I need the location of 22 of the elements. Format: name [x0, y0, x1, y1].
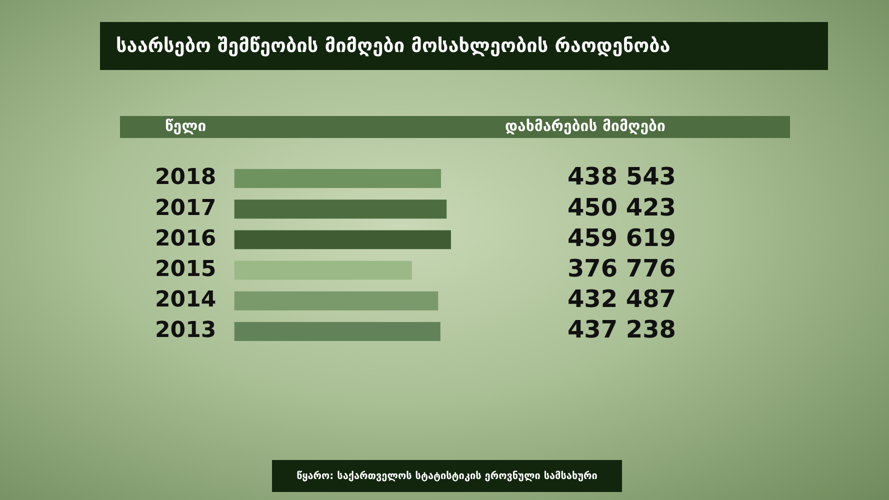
x-axis-title: დახმარების მიმღები: [505, 117, 666, 135]
bar: [234, 169, 442, 188]
data-label: 459 619: [567, 224, 676, 252]
y-tick-label: 2014: [154, 288, 216, 313]
data-label: 376 776: [567, 254, 676, 283]
bar: [234, 322, 440, 341]
y-tick-label: 2016: [154, 226, 216, 252]
data-label: 437 238: [567, 316, 676, 344]
bar: [234, 230, 451, 250]
y-tick-label: 2013: [154, 318, 216, 344]
bar: [234, 260, 412, 280]
y-tick-label: 2017: [154, 196, 216, 221]
bar: [234, 291, 438, 310]
data-label: 438 543: [567, 162, 676, 191]
data-label: 450 423: [567, 193, 676, 222]
chart-title: საარსებო შემწეობის მიმღები მოსახლეობის რაოდენობა: [100, 22, 828, 70]
data-label: 432 487: [567, 285, 676, 314]
text: წყარო: საქართველოს სტატისტიკის ეროვნული სამსახური: [296, 470, 598, 482]
y-tick-label: 2018: [154, 165, 216, 190]
y-tick-label: 2015: [154, 257, 216, 282]
y-axis-title: წელი: [165, 117, 206, 135]
bar: [234, 200, 447, 219]
